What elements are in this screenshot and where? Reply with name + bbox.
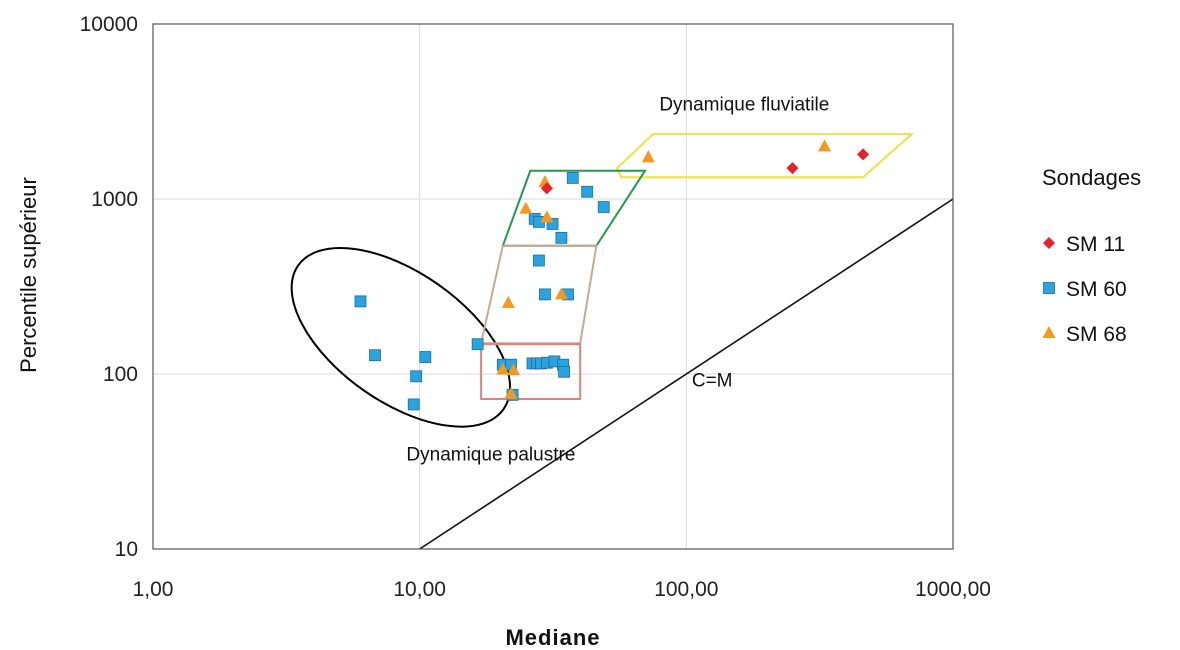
y-tick-labels: 10 100 1000 10000 (80, 13, 138, 561)
annotation-label: Dynamique fluviatile (659, 95, 829, 116)
legend: Sondages SM 11 SM 60 SM 68 (1042, 165, 1141, 346)
region-overlays (290, 133, 915, 428)
point-sm-60 (407, 398, 420, 411)
point-sm-60 (558, 365, 570, 378)
legend-label-sm-60: SM 60 (1066, 278, 1127, 301)
point-sm-60 (354, 295, 367, 308)
point-sm-11 (540, 182, 553, 195)
point-sm-60 (369, 349, 381, 362)
legend-marker-sm-60 (1043, 282, 1055, 294)
region-polygon (480, 343, 582, 400)
x-axis-title: Mediane (505, 625, 600, 650)
point-sm-68 (519, 201, 533, 214)
region-polygon (615, 133, 915, 179)
point-sm-68 (507, 363, 521, 376)
region-ellipse (290, 246, 512, 428)
point-sm-68 (641, 150, 655, 163)
y-tick-label: 100 (103, 363, 138, 386)
point-sm-68 (496, 362, 510, 375)
reference-line-c-equals-m (419, 198, 954, 550)
x-tick-label: 100,00 (654, 578, 718, 601)
point-sm-60 (410, 370, 423, 383)
legend-title: Sondages (1042, 165, 1141, 190)
y-tick-label: 10 (115, 538, 138, 561)
point-sm-60 (581, 185, 594, 198)
point-sm-68 (501, 295, 515, 308)
point-sm-68 (818, 139, 832, 152)
grid-lines (153, 24, 953, 549)
plot-frame (152, 23, 954, 550)
legend-marker-sm-11 (1043, 237, 1055, 249)
point-sm-60 (533, 254, 545, 267)
legend-marker-sm-68 (1042, 326, 1056, 338)
x-tick-labels: 1,00 10,00 100,00 1000,00 (133, 578, 991, 601)
data-points (354, 139, 870, 411)
point-sm-60 (471, 338, 484, 351)
legend-label-sm-11: SM 11 (1066, 233, 1125, 256)
y-axis-title: Percentile supérieur (16, 177, 41, 373)
point-sm-60 (555, 231, 568, 244)
x-tick-label: 10,00 (393, 578, 446, 601)
x-tick-label: 1000,00 (915, 578, 991, 601)
point-sm-60 (539, 288, 551, 301)
y-tick-label: 1000 (91, 188, 138, 211)
y-tick-label: 10000 (80, 13, 138, 36)
point-sm-60 (566, 171, 579, 184)
plot-area (153, 24, 953, 549)
annotation-label: C=M (692, 370, 733, 391)
point-sm-11 (857, 148, 870, 161)
point-sm-60 (419, 351, 432, 363)
annotations: Dynamique fluviatile Dynamique palustre C=… (406, 95, 829, 466)
point-sm-68 (540, 210, 554, 223)
point-sm-11 (786, 162, 799, 175)
legend-label-sm-68: SM 68 (1066, 323, 1127, 346)
x-tick-label: 1,00 (133, 578, 174, 601)
point-sm-60 (546, 218, 559, 230)
point-sm-68 (504, 386, 518, 399)
reference-line (419, 198, 954, 550)
point-sm-60 (597, 201, 610, 213)
annotation-label: Dynamique palustre (406, 445, 575, 466)
point-sm-68 (554, 287, 568, 300)
